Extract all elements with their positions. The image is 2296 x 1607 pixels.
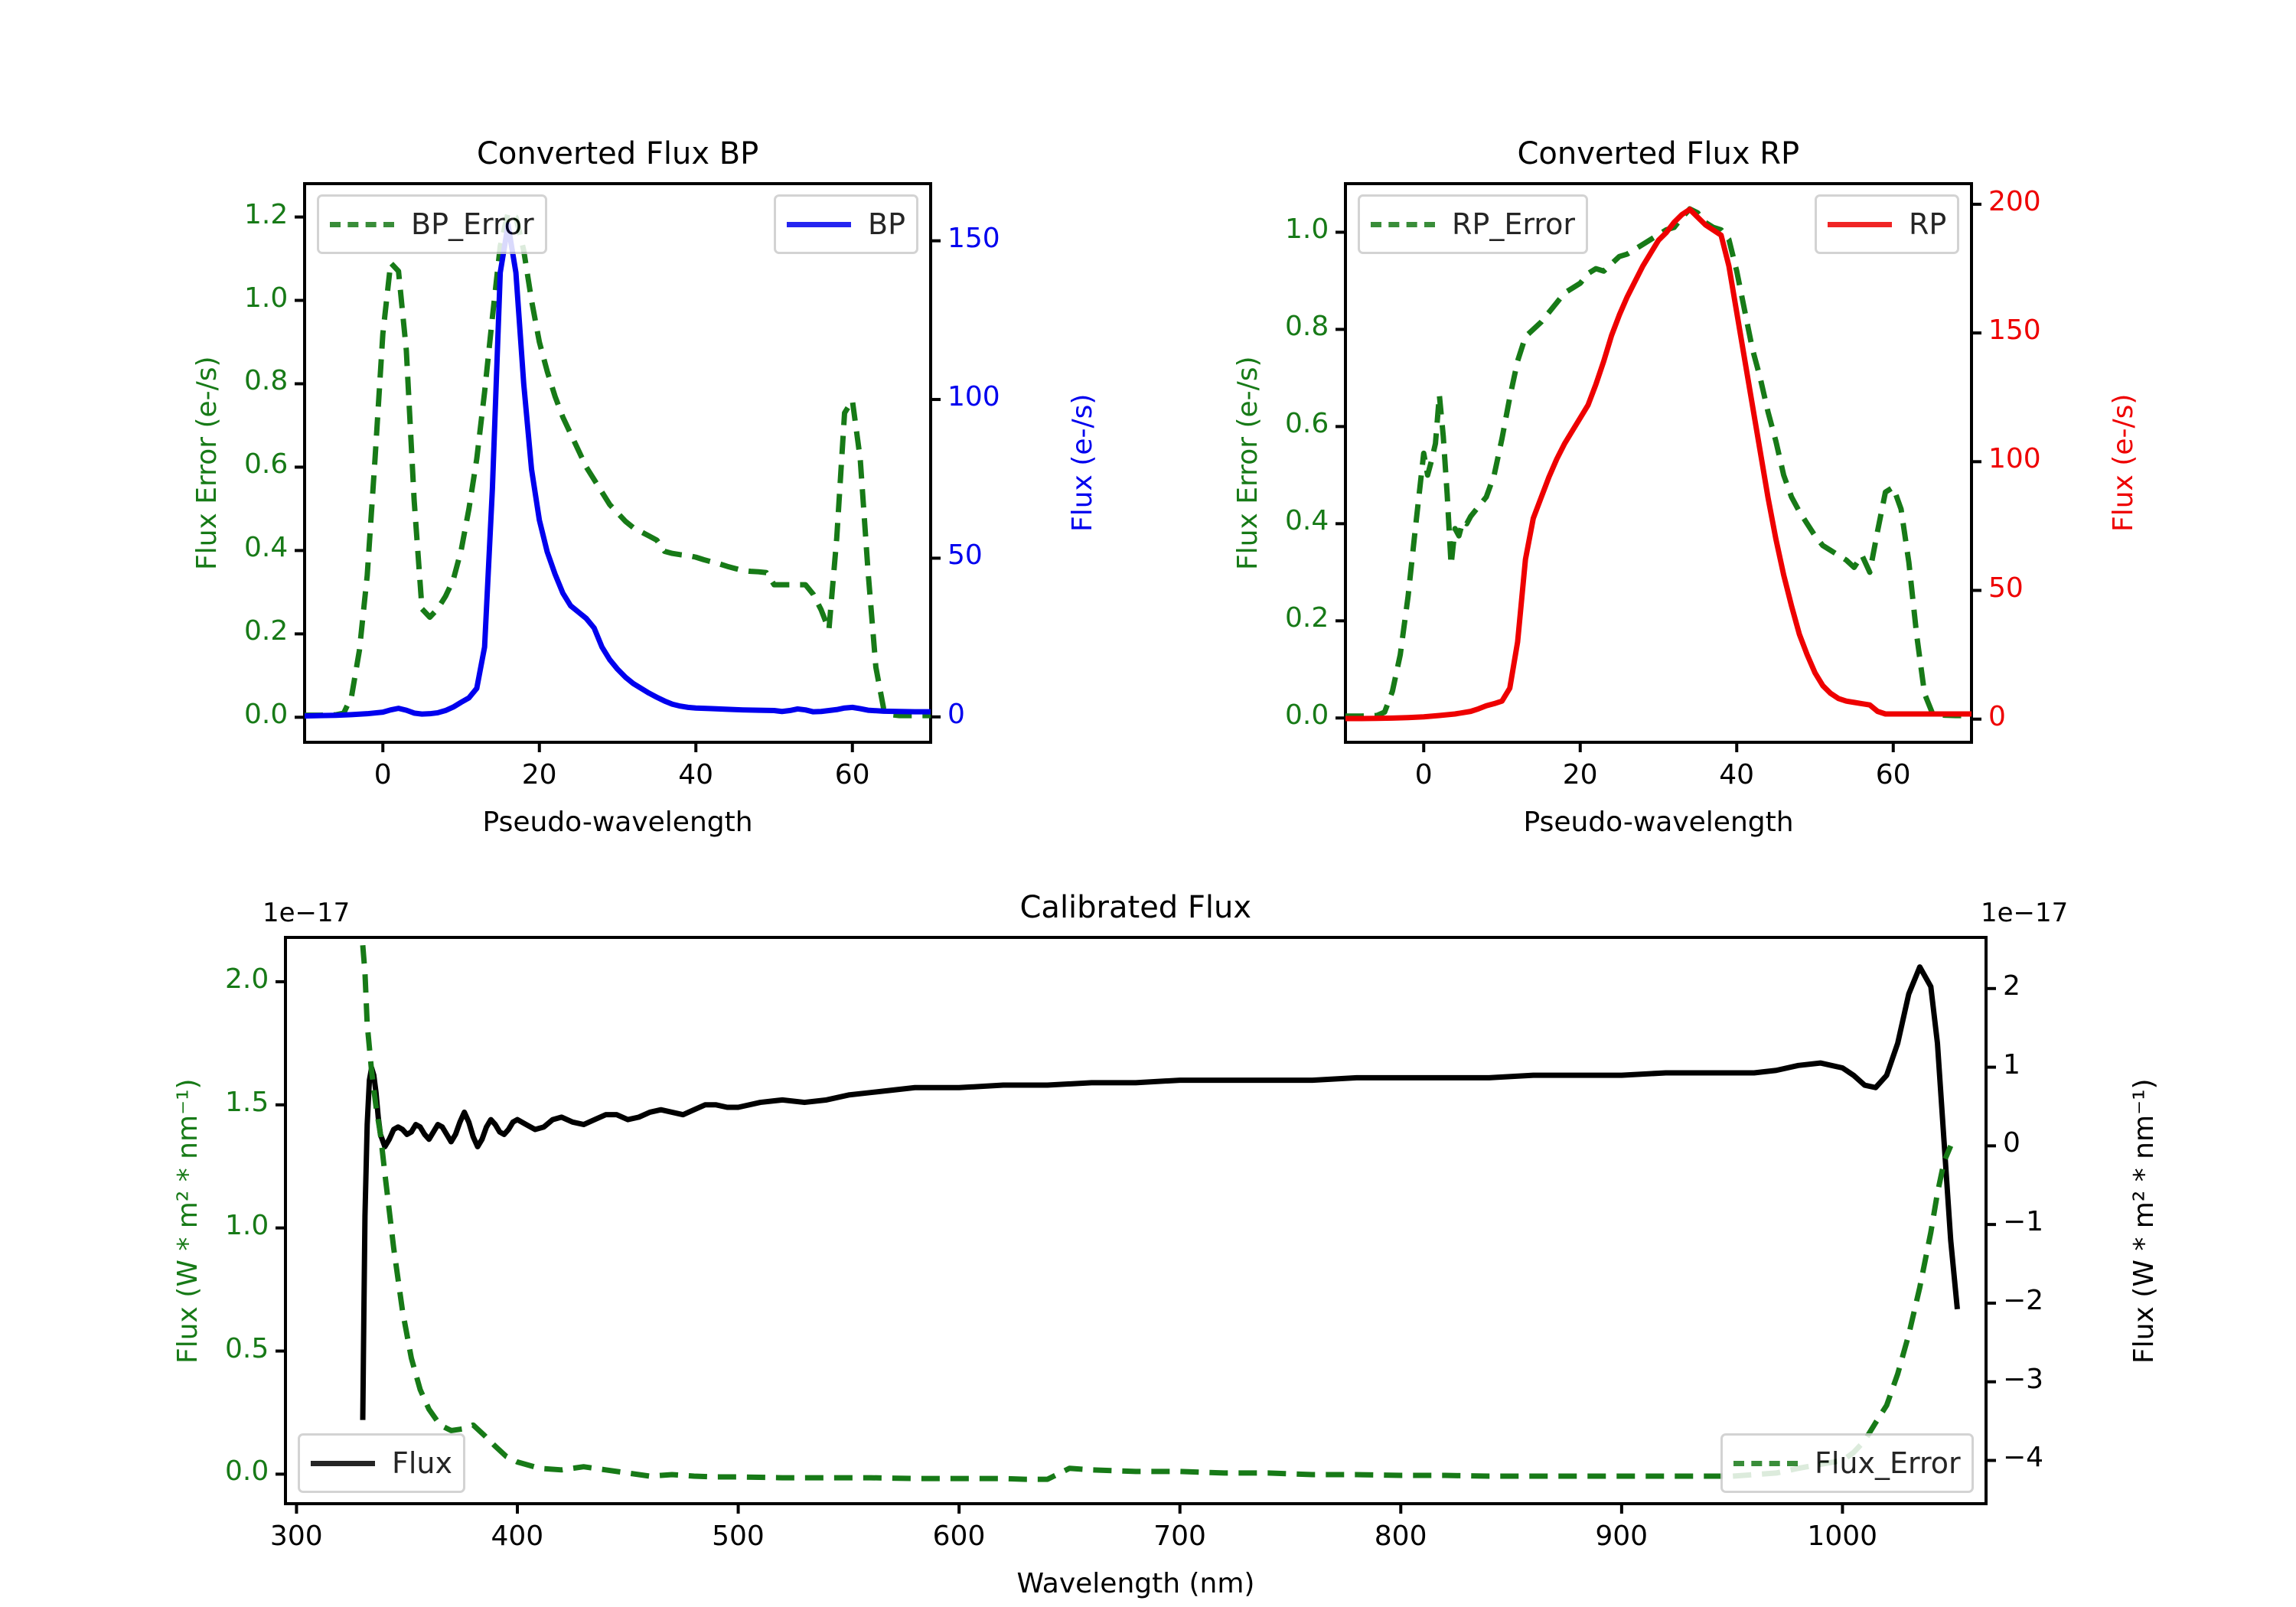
legend-label: RP_Error [1452,207,1575,241]
legend-BP[interactable]: BP [774,194,918,254]
x-tick-label: 60 [834,759,870,790]
x-tick-label: 300 [269,1521,323,1552]
x-tick-label: 0 [1414,759,1433,790]
x-tick-label: 60 [1875,759,1911,790]
y-tick-label-left: 1.2 [244,198,289,230]
y-tick-label-left: 0.2 [1285,602,1329,634]
y-tick-label-left: 0.4 [1285,505,1329,537]
x-tick-label: 800 [1374,1521,1427,1552]
x-axis-label: Wavelength (nm) [1016,1568,1255,1599]
y-axis-label-right: Flux (W * m² * nm⁻¹) [2128,1077,2160,1364]
legend-label: BP [868,207,905,241]
y-tick-label-left: 0.4 [244,532,289,564]
x-tick-label: 40 [678,759,714,790]
x-tick-label: 40 [1719,759,1755,790]
y-tick-label-right: 50 [947,539,983,572]
y-tick-label-right: −3 [2003,1363,2044,1395]
legend-swatch-Flux [311,1460,375,1466]
y-tick-label-right: 50 [1988,572,2024,604]
legend-entry: RP_Error [1360,207,1586,241]
y-tick-label-right: 0 [1988,700,2006,732]
legend-RP_Error[interactable]: RP_Error [1358,194,1588,254]
legend-BP_Error[interactable]: BP_Error [317,194,547,254]
x-tick-label: 500 [712,1521,765,1552]
y-tick-label-right: 150 [947,222,1000,254]
y-axis-label-left: Flux (W * m² * nm⁻¹) [172,1077,204,1364]
y-offset-text-left: 1e−17 [263,898,351,928]
x-axis-label: Pseudo-wavelength [1523,807,1794,838]
x-tick-label: 900 [1595,1521,1649,1552]
x-tick-label: 400 [491,1521,544,1552]
series-line-Flux_Error [360,944,1954,1482]
panel-title: Converted Flux RP [1517,136,1800,171]
legend-swatch-RP [1828,221,1892,227]
x-axis-label: Pseudo-wavelength [482,807,753,838]
panel-title: Converted Flux BP [477,136,759,171]
y-tick-label-right: −1 [2003,1206,2044,1238]
legend-swatch-BP [787,221,851,227]
y-tick-label-left: 0.8 [244,365,289,397]
y-tick-label-left: 1.5 [225,1086,269,1118]
legend-swatch-BP_Error [330,221,394,227]
y-tick-label-left: 1.0 [1285,214,1329,246]
y-tick-label-left: 0.0 [244,699,289,731]
y-offset-text-right: 1e−17 [1981,898,2069,928]
x-tick-label: 20 [521,759,557,790]
y-tick-label-left: 0.0 [225,1455,269,1488]
y-tick-label-left: 0.0 [1285,699,1329,732]
y-tick-label-right: 2 [2003,970,2020,1002]
legend-RP[interactable]: RP [1815,194,1960,254]
y-tick-label-left: 0.6 [244,448,289,481]
legend-Flux[interactable]: Flux [298,1433,465,1493]
y-tick-label-right: 150 [1988,315,2041,347]
y-tick-label-left: 0.5 [225,1332,269,1364]
y-tick-label-left: 1.0 [244,282,289,314]
y-tick-label-left: 1.0 [225,1209,269,1241]
y-tick-label-left: 0.2 [244,615,289,647]
x-tick-label: 20 [1562,759,1598,790]
y-tick-label-right: 100 [947,381,1000,413]
legend-label: Flux [392,1446,452,1480]
legend-entry: RP [1817,207,1957,241]
legend-Flux_Error[interactable]: Flux_Error [1720,1433,1974,1493]
legend-entry: Flux [300,1446,463,1480]
y-tick-label-right: −2 [2003,1284,2044,1316]
y-tick-label-right: 0 [947,698,965,730]
x-tick-label: 700 [1153,1521,1206,1552]
legend-swatch-Flux_Error [1733,1460,1798,1466]
y-tick-label-right: 0 [2003,1127,2020,1159]
legend-swatch-RP_Error [1371,221,1435,227]
legend-label: Flux_Error [1815,1446,1961,1480]
y-tick-label-right: −4 [2003,1442,2044,1474]
x-tick-label: 600 [932,1521,986,1552]
y-tick-label-right: 1 [2003,1048,2020,1081]
y-tick-label-left: 0.8 [1285,311,1329,343]
legend-label: BP_Error [411,207,534,241]
x-tick-label: 1000 [1807,1521,1878,1552]
y-tick-label-left: 2.0 [225,963,269,995]
legend-entry: Flux_Error [1723,1446,1971,1480]
y-tick-label-right: 100 [1988,443,2041,475]
legend-entry: BP_Error [319,207,545,241]
legend-label: RP [1909,207,1947,241]
axes-frame [284,936,1988,1505]
y-tick-label-right: 200 [1988,185,2041,217]
x-tick-label: 0 [373,759,392,790]
panel-title: Calibrated Flux [1019,890,1252,925]
y-tick-label-left: 0.6 [1285,408,1329,440]
series-line-Flux [360,964,1960,1420]
legend-entry: BP [776,207,916,241]
